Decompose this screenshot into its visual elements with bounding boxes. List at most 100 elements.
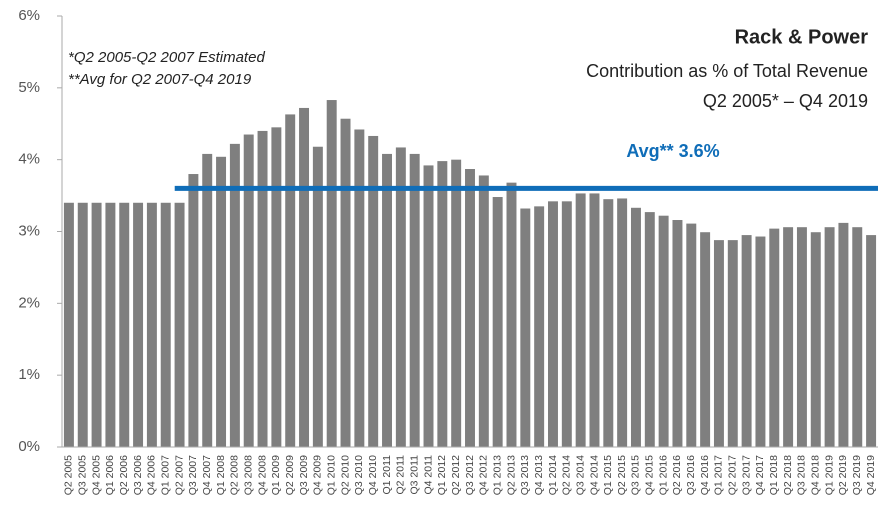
bar	[534, 206, 545, 447]
x-tick-label: Q3 2008	[242, 455, 254, 495]
bar	[548, 201, 558, 447]
bar	[285, 114, 296, 447]
x-tick-label: Q2 2011	[395, 455, 407, 495]
chart-title: Rack & Power	[735, 26, 869, 48]
x-tick-label: Q4 2008	[256, 455, 268, 495]
x-tick-label: Q4 2013	[533, 455, 545, 495]
x-tick-label: Q2 2005	[63, 455, 75, 495]
bar	[146, 202, 157, 447]
y-tick-label: 4%	[18, 151, 40, 168]
x-tick-label: Q4 2011	[422, 455, 434, 495]
bar	[257, 130, 268, 447]
x-tick-label: Q2 2013	[505, 455, 517, 495]
x-tick-label: Q3 2010	[353, 455, 365, 495]
bar	[340, 118, 351, 447]
bar	[769, 228, 780, 447]
x-tick-label: Q2 2012	[450, 455, 462, 495]
x-tick-label: Q3 2009	[298, 455, 310, 495]
subtitle: Q2 2005* – Q4 2019	[703, 91, 868, 111]
bar	[713, 240, 724, 447]
bar	[243, 134, 254, 447]
bar	[216, 156, 227, 447]
y-tick-label: 1%	[18, 366, 40, 383]
x-tick-label: Q2 2006	[118, 455, 130, 495]
bar	[603, 199, 614, 447]
bar	[119, 202, 130, 447]
bar	[838, 222, 849, 447]
x-tick-label: Q1 2012	[436, 455, 448, 495]
y-tick-label: 3%	[18, 222, 40, 239]
bar	[105, 202, 116, 447]
x-tick-label: Q2 2016	[671, 455, 683, 495]
bar	[368, 135, 379, 447]
bar	[77, 202, 88, 447]
bar	[382, 153, 392, 448]
bar	[188, 174, 199, 448]
bar	[727, 240, 738, 447]
bar	[202, 153, 213, 448]
bar	[589, 193, 600, 447]
x-tick-label: Q4 2009	[312, 455, 324, 495]
x-tick-label: Q1 2007	[160, 455, 172, 495]
bar	[824, 227, 835, 447]
x-tick-label: Q4 2012	[478, 455, 490, 495]
x-tick-label: Q4 2016	[699, 455, 711, 495]
bar	[672, 220, 683, 447]
annotation: *Q2 2005-Q2 2007 Estimated	[68, 49, 265, 66]
x-tick-label: Q3 2007	[187, 455, 199, 495]
x-tick-label: Q2 2017	[727, 455, 739, 495]
bar	[160, 202, 171, 447]
bar	[465, 169, 475, 447]
x-tick-label: Q2 2008	[229, 455, 241, 495]
y-tick-label: 2%	[18, 294, 40, 311]
bar	[451, 159, 462, 447]
x-tick-label: Q1 2006	[104, 455, 116, 495]
y-tick-label: 5%	[18, 79, 40, 96]
bar	[299, 107, 310, 448]
bar	[810, 232, 821, 447]
x-tick-label: Q1 2015	[602, 455, 614, 495]
x-tick-label: Q3 2018	[796, 455, 808, 495]
bar	[630, 207, 641, 447]
x-tick-label: Q1 2018	[768, 455, 780, 495]
annotation: **Avg for Q2 2007-Q4 2019	[68, 71, 252, 88]
bar	[755, 236, 766, 447]
x-tick-label: Q3 2013	[519, 455, 531, 495]
bar	[174, 202, 185, 447]
bar	[617, 198, 628, 447]
x-tick-label: Q1 2009	[270, 455, 282, 495]
x-tick-label: Q3 2012	[464, 455, 476, 495]
x-tick-label: Q3 2005	[77, 455, 89, 495]
x-tick-label: Q2 2010	[339, 455, 351, 495]
bar	[492, 197, 503, 447]
bar	[437, 161, 448, 447]
bar	[575, 193, 586, 447]
x-tick-label: Q1 2019	[823, 455, 835, 495]
bar	[326, 100, 337, 448]
x-tick-label: Q2 2019	[837, 455, 849, 495]
bar	[506, 182, 517, 448]
bar	[852, 227, 863, 447]
x-tick-label: Q4 2006	[146, 455, 158, 495]
x-tick-label: Q3 2017	[740, 455, 752, 495]
x-tick-label: Q1 2010	[325, 455, 337, 495]
bar	[561, 201, 572, 447]
x-tick-label: Q4 2017	[754, 455, 766, 495]
x-tick-label: Q4 2010	[367, 455, 379, 495]
bar	[796, 227, 807, 447]
x-tick-label: Q2 2018	[782, 455, 794, 495]
bar	[644, 212, 655, 447]
x-tick-label: Q1 2011	[381, 455, 393, 495]
bar	[409, 153, 420, 448]
bar	[866, 235, 877, 447]
x-tick-label: Q4 2015	[644, 455, 656, 495]
bar	[133, 202, 144, 447]
x-tick-label: Q2 2015	[616, 455, 628, 495]
x-tick-label: Q3 2006	[132, 455, 144, 495]
x-tick-label: Q3 2014	[574, 455, 586, 495]
bar	[423, 165, 434, 447]
x-tick-label: Q2 2009	[284, 455, 296, 495]
bar	[658, 215, 669, 447]
bar	[700, 232, 711, 447]
